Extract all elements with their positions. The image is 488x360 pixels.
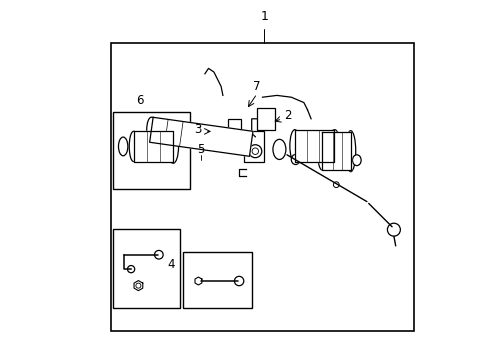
Ellipse shape [129,131,138,162]
Polygon shape [149,117,252,156]
Polygon shape [133,131,173,162]
Circle shape [136,283,141,288]
Circle shape [154,251,163,259]
Ellipse shape [289,130,299,162]
Text: 1: 1 [260,10,268,23]
Ellipse shape [246,131,255,156]
Text: 7: 7 [253,80,260,93]
Text: 2: 2 [284,109,291,122]
Ellipse shape [328,130,340,162]
Bar [257,108,275,130]
Circle shape [234,276,244,286]
Circle shape [127,266,134,273]
Text: 5: 5 [197,143,204,156]
Ellipse shape [317,132,325,170]
Ellipse shape [167,130,178,163]
Circle shape [333,182,339,188]
Bar [111,43,413,331]
Ellipse shape [272,139,285,159]
Ellipse shape [345,131,355,172]
Ellipse shape [352,155,361,166]
Text: 4: 4 [166,258,174,271]
Polygon shape [294,130,334,162]
Ellipse shape [291,154,299,165]
Circle shape [251,148,258,154]
Ellipse shape [146,117,156,143]
Bar [228,119,241,135]
Polygon shape [321,132,350,170]
Circle shape [386,223,400,236]
Bar [244,131,264,162]
Ellipse shape [118,137,127,156]
Text: 3: 3 [194,123,201,136]
Text: 6: 6 [136,94,143,107]
Circle shape [248,145,261,158]
Bar [113,112,190,189]
Bar [183,252,251,308]
Bar [113,229,179,308]
